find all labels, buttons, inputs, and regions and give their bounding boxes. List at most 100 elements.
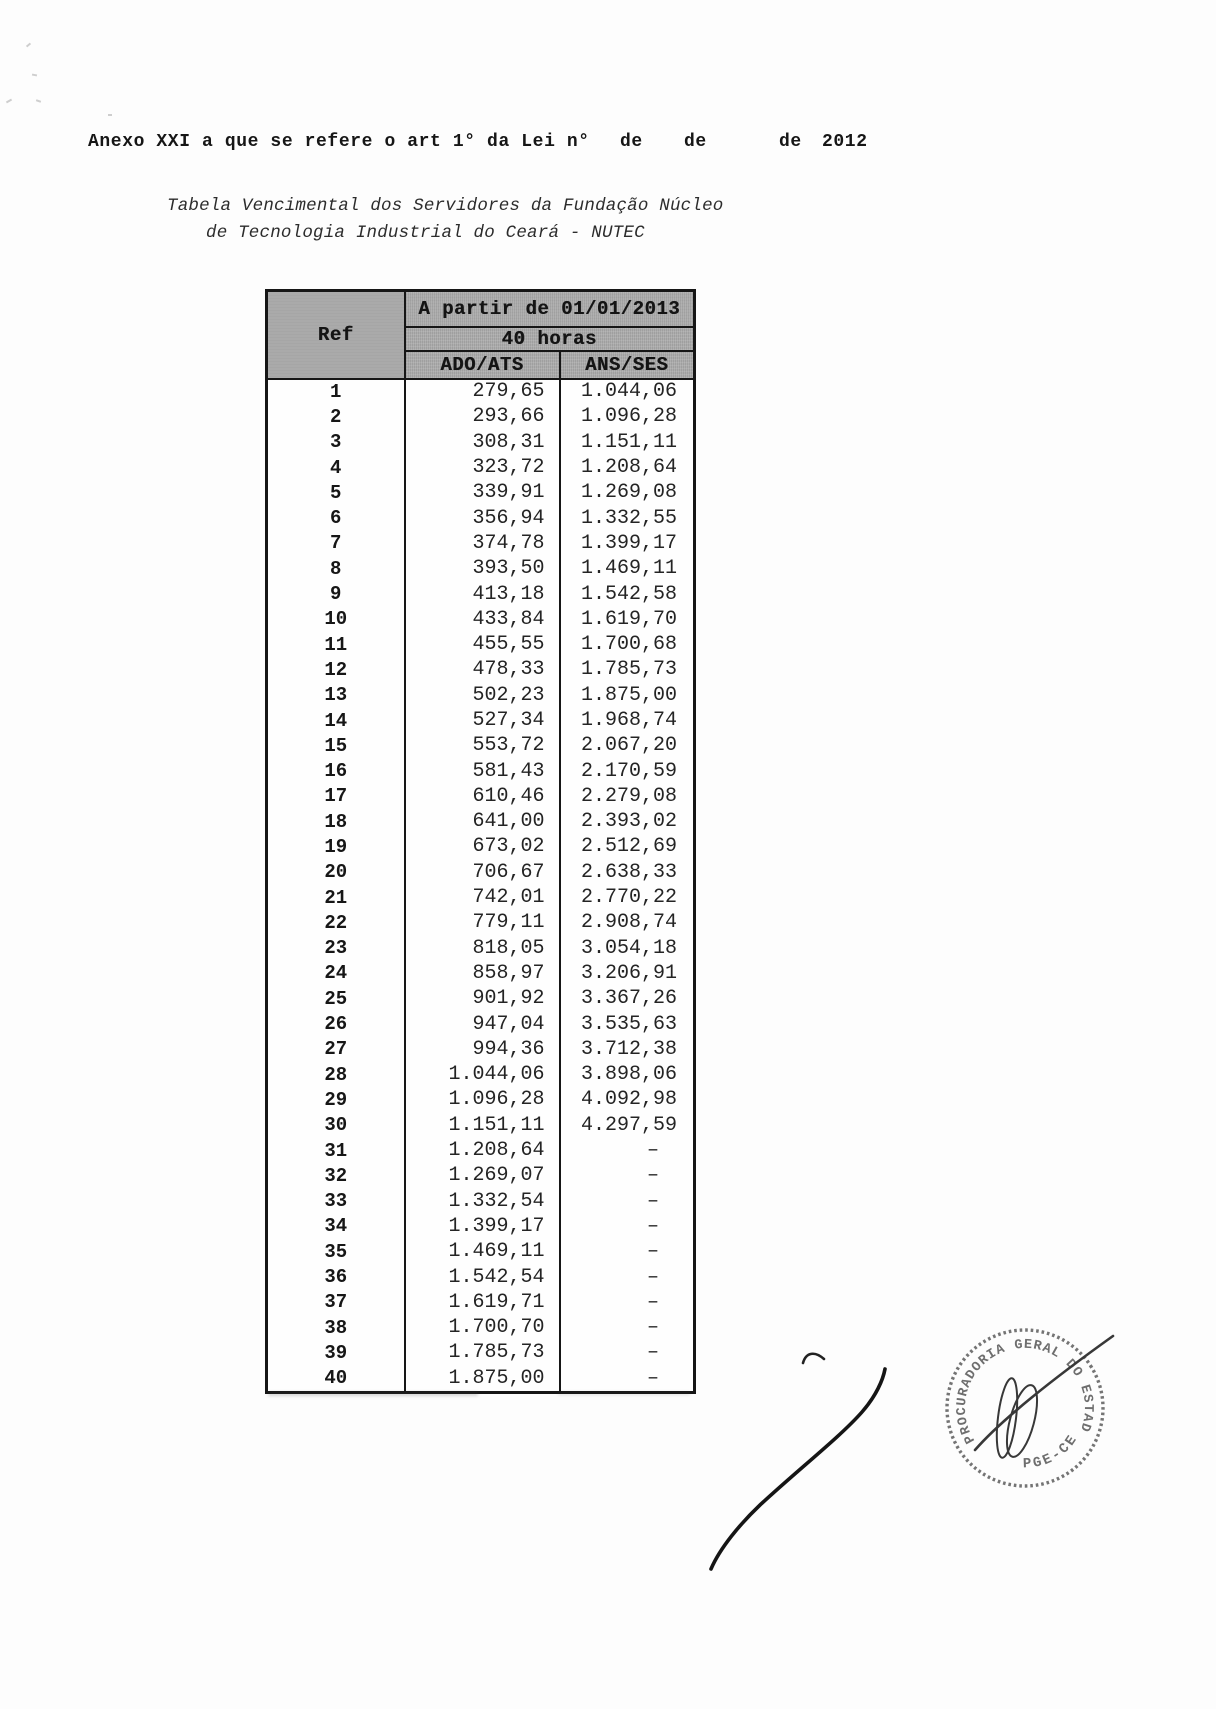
table-row: 35 1.469,11 – bbox=[265, 1239, 696, 1265]
scan-smudge bbox=[558, 1392, 690, 1395]
table-row: 24 858,97 3.206,91 bbox=[265, 961, 696, 987]
document-header: Anexo XXI a que se refere o art 1° da Le… bbox=[0, 132, 1216, 156]
table-row: 4 323,72 1.208,64 bbox=[265, 455, 696, 481]
table-row: 20 706,67 2.638,33 bbox=[265, 860, 696, 886]
ans-ses-cell: – bbox=[558, 1315, 696, 1341]
ref-cell: 24 bbox=[265, 961, 406, 987]
ans-ses-cell: 3.206,91 bbox=[558, 961, 696, 987]
table-row: 28 1.044,06 3.898,06 bbox=[265, 1062, 696, 1088]
ans-ses-cell: 2.170,59 bbox=[558, 758, 696, 785]
ref-cell: 37 bbox=[265, 1290, 406, 1316]
ans-ses-cell: 1.875,00 bbox=[558, 683, 696, 709]
pge-stamp: PROCURADORIA GERAL DO ESTADO PGE-CE bbox=[895, 1280, 1115, 1529]
table-row: 38 1.700,70 – bbox=[265, 1315, 696, 1341]
ado-ats-cell: 339,91 bbox=[403, 480, 561, 506]
table-row: 36 1.542,54 – bbox=[265, 1264, 696, 1291]
ref-cell: 18 bbox=[265, 809, 406, 835]
table-row: 19 673,02 2.512,69 bbox=[265, 834, 696, 861]
title-line-1: Tabela Vencimental dos Servidores da Fun… bbox=[167, 196, 724, 216]
ado-ats-cell: 1.469,11 bbox=[403, 1239, 561, 1265]
ref-cell: 40 bbox=[265, 1366, 406, 1393]
table-row: 16 581,43 2.170,59 bbox=[265, 758, 696, 785]
ado-ats-cell: 374,78 bbox=[403, 531, 561, 557]
header-row-subcolumns: ADO/ATS ANS/SES bbox=[267, 349, 696, 380]
ref-cell: 20 bbox=[265, 860, 406, 886]
ref-cell: 3 bbox=[265, 430, 406, 456]
column-header-period: A partir de 01/01/2013 bbox=[403, 289, 696, 328]
stamp-ring bbox=[945, 1328, 1105, 1488]
header-row-period: Ref A partir de 01/01/2013 bbox=[265, 289, 696, 380]
ans-ses-cell: 1.619,70 bbox=[558, 607, 696, 633]
ado-ats-cell: 947,04 bbox=[403, 1011, 561, 1038]
ref-cell: 4 bbox=[265, 455, 406, 481]
ref-cell: 19 bbox=[265, 834, 406, 861]
ref-cell: 16 bbox=[265, 758, 406, 785]
ref-cell: 21 bbox=[265, 885, 406, 911]
stamp-inner-text: PGE-CE bbox=[1016, 1425, 1086, 1483]
ado-ats-cell: 393,50 bbox=[403, 556, 561, 582]
ans-ses-cell: 2.067,20 bbox=[558, 733, 696, 759]
ado-ats-cell: 1.399,17 bbox=[403, 1214, 561, 1240]
ref-cell: 6 bbox=[265, 505, 406, 532]
header-year: 2012 bbox=[822, 132, 868, 152]
ans-ses-cell: – bbox=[558, 1214, 696, 1240]
table-row: 18 641,00 2.393,02 bbox=[265, 809, 696, 835]
ref-cell: 28 bbox=[265, 1062, 406, 1088]
ref-cell: 23 bbox=[265, 936, 406, 962]
table-row: 2 293,66 1.096,28 bbox=[265, 404, 696, 431]
ref-cell: 17 bbox=[265, 784, 406, 810]
ref-cell: 1 bbox=[265, 378, 406, 405]
ans-ses-cell: 1.469,11 bbox=[558, 556, 696, 582]
table-row: 8 393,50 1.469,11 bbox=[265, 556, 696, 582]
ado-ats-cell: 1.208,64 bbox=[403, 1138, 561, 1164]
ado-ats-cell: 1.542,54 bbox=[403, 1264, 561, 1291]
table-row: 9 413,18 1.542,58 bbox=[265, 581, 696, 608]
table-row: 22 779,11 2.908,74 bbox=[265, 910, 696, 937]
ref-cell: 14 bbox=[265, 708, 406, 734]
ado-ats-cell: 1.332,54 bbox=[403, 1189, 561, 1215]
table-row: 17 610,46 2.279,08 bbox=[265, 784, 696, 810]
ado-ats-cell: 858,97 bbox=[403, 961, 561, 987]
ref-cell: 5 bbox=[265, 480, 406, 506]
ado-ats-cell: 323,72 bbox=[403, 455, 561, 481]
ref-cell: 12 bbox=[265, 657, 406, 684]
scan-speck bbox=[108, 114, 112, 116]
ans-ses-cell: – bbox=[558, 1290, 696, 1316]
table-row: 29 1.096,28 4.092,98 bbox=[265, 1087, 696, 1114]
table-row: 30 1.151,11 4.297,59 bbox=[265, 1113, 696, 1139]
ado-ats-cell: 455,55 bbox=[403, 632, 561, 658]
table-row: 25 901,92 3.367,26 bbox=[265, 986, 696, 1012]
ref-cell: 39 bbox=[265, 1340, 406, 1367]
ans-ses-cell: 1.044,06 bbox=[558, 378, 696, 405]
ans-ses-cell: 1.269,08 bbox=[558, 480, 696, 506]
table-row: 10 433,84 1.619,70 bbox=[265, 607, 696, 633]
ref-cell: 31 bbox=[265, 1138, 406, 1164]
ref-cell: 15 bbox=[265, 733, 406, 759]
ref-cell: 26 bbox=[265, 1011, 406, 1038]
ado-ats-cell: 901,92 bbox=[403, 986, 561, 1012]
table-row: 34 1.399,17 – bbox=[265, 1214, 696, 1240]
ref-cell: 25 bbox=[265, 986, 406, 1012]
ans-ses-cell: – bbox=[558, 1163, 696, 1189]
ref-cell: 7 bbox=[265, 531, 406, 557]
ans-ses-cell: – bbox=[558, 1340, 696, 1367]
table-row: 33 1.332,54 – bbox=[265, 1189, 696, 1215]
ans-ses-cell: – bbox=[558, 1264, 696, 1291]
table-row: 1 279,65 1.044,06 bbox=[265, 378, 696, 405]
ans-ses-cell: 2.908,74 bbox=[558, 910, 696, 937]
ans-ses-cell: 3.712,38 bbox=[558, 1037, 696, 1063]
table-row: 32 1.269,07 – bbox=[265, 1163, 696, 1189]
signature-stroke bbox=[709, 1352, 887, 1571]
ado-ats-cell: 502,23 bbox=[403, 683, 561, 709]
table-row: 13 502,23 1.875,00 bbox=[265, 683, 696, 709]
header-de-3: de bbox=[779, 132, 802, 152]
ans-ses-cell: 2.770,22 bbox=[558, 885, 696, 911]
ado-ats-cell: 293,66 bbox=[403, 404, 561, 431]
ans-ses-cell: 4.297,59 bbox=[558, 1113, 696, 1139]
ans-ses-cell: 1.399,17 bbox=[558, 531, 696, 557]
ref-cell: 34 bbox=[265, 1214, 406, 1240]
table-header: Ref A partir de 01/01/2013 40 horas ADO/… bbox=[265, 289, 696, 380]
ans-ses-cell: 4.092,98 bbox=[558, 1087, 696, 1114]
ref-cell: 30 bbox=[265, 1113, 406, 1139]
